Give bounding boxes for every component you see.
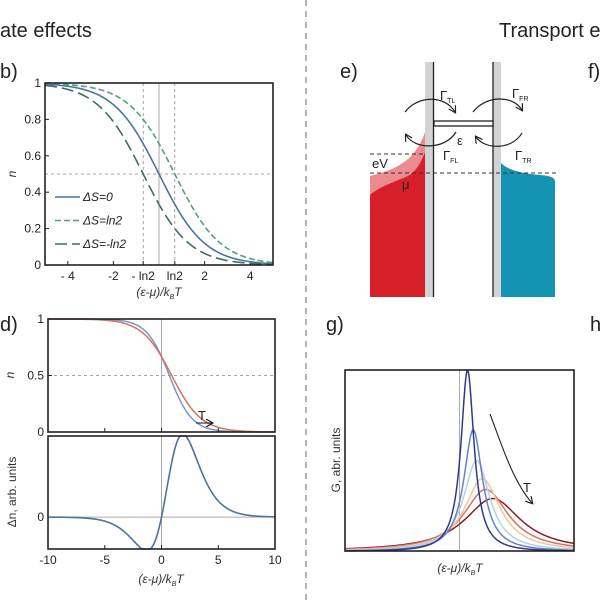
plot-frame [344, 369, 575, 552]
x-axis-label-main: (ε-μ)/k [437, 561, 471, 575]
y-tick-label: 1 [37, 312, 44, 326]
x-axis-label-sub: B [170, 294, 175, 301]
x-axis-label-end: T [176, 572, 185, 586]
x-tick-label: -2 [108, 269, 119, 283]
chart-d_top: 0 0.5 1 Tn [3, 312, 276, 439]
x-tick-label: ln2 [167, 269, 183, 283]
temperature-annotation: T [523, 480, 531, 495]
y-tick-label: 0.8 [24, 112, 41, 126]
right-lead [501, 163, 555, 297]
tunnel-junction-diagram: ΓTL ΓFR ΓFL ΓTR ε eV μ [370, 62, 556, 297]
panel-label-e: e) [340, 61, 358, 83]
x-tick-label: - 4 [61, 269, 75, 283]
x-axis-label: (ε-μ)/kBT [437, 561, 484, 577]
gamma-FL-label: Γ [443, 148, 450, 163]
series-line-T3 [344, 459, 575, 551]
series-line-1 [44, 82, 274, 264]
y-tick-label: 0 [37, 510, 44, 524]
gamma-TL-label: Γ [440, 88, 447, 103]
temperature-annotation: T [198, 408, 206, 423]
plot-frame [47, 318, 276, 433]
series-line-T5 [344, 488, 575, 550]
legend-label: ΔS=-ln2 [82, 237, 126, 251]
x-axis-label-main: (ε-μ)/k [138, 572, 172, 586]
x-tick-label: 2 [201, 269, 208, 283]
gamma-TR-label: Γ [515, 148, 522, 163]
plot-frame [47, 435, 276, 550]
arrow-gamma-FL-icon [406, 131, 457, 147]
x-tick-label: -10 [39, 553, 57, 567]
chart-b: - 4 -2 - ln2 ln2 2 4 0 0.2 0.4 0.6 0.8 1 ΔS=0 ΔS=ln2 Δ… [5, 76, 274, 301]
panel-label-b: b) [0, 61, 18, 83]
svg-text:ΓFL: ΓFL [443, 148, 458, 165]
gamma-TR-sub: TR [522, 158, 531, 165]
x-tick-label: -5 [99, 553, 110, 567]
left-lead-dark [370, 152, 425, 297]
x-axis-label-end: T [174, 285, 183, 299]
svg-text:ΓTL: ΓTL [440, 88, 455, 105]
gamma-FL-sub: FL [450, 158, 458, 165]
panel-label-f: f) [588, 61, 600, 83]
left-barrier [425, 62, 433, 297]
bias-label: eV [372, 156, 388, 171]
x-tick-label: 10 [268, 553, 282, 567]
panel-label-d: d) [0, 314, 18, 336]
svg-text:ΓFR: ΓFR [512, 86, 529, 103]
temperature-arrow-icon [489, 413, 532, 503]
arrow-gamma-TR-icon [476, 132, 523, 147]
series-line-0 [44, 83, 274, 265]
y-tick-label: 0 [37, 425, 44, 439]
svg-text:ΓTR: ΓTR [515, 148, 532, 165]
right-barrier [493, 62, 501, 297]
x-axis-label: (ε-μ)/kBT [138, 572, 185, 588]
epsilon-label: ε [457, 133, 463, 148]
y-tick-label: 0.6 [24, 149, 41, 163]
x-tick-label: 4 [247, 269, 254, 283]
plot-frame [44, 82, 274, 266]
x-axis-label-sub: B [172, 581, 177, 588]
y-tick-label: 1 [34, 76, 41, 90]
legend-label: ΔS=ln2 [82, 214, 122, 228]
y-tick-label: 0.2 [24, 222, 41, 236]
chart-d_bottom: -10 -5 0 5 10 0 (ε-μ)/kBT Δn, arb. units [5, 435, 282, 588]
x-axis-label-end: T [475, 561, 484, 575]
mu-label: μ [402, 177, 410, 192]
x-axis-label-main: (ε-μ)/k [136, 285, 170, 299]
gamma-TL-sub: TL [447, 98, 455, 105]
y-tick-label: 0.4 [24, 185, 41, 199]
panel-label-h: h [590, 314, 600, 336]
panel-label-g: g) [326, 314, 344, 336]
dot-level [433, 120, 494, 127]
legend-label: ΔS=0 [82, 190, 113, 204]
gamma-FR-label: Γ [512, 86, 519, 101]
x-axis-label: (ε-μ)/kBT [136, 285, 183, 301]
y-axis-label: G, abr. units [329, 428, 343, 493]
y-tick-label: 0.5 [27, 369, 44, 383]
y-axis-label: Δn, arb. units [5, 457, 19, 528]
x-tick-label: 5 [215, 553, 222, 567]
gamma-FR-sub: FR [519, 96, 528, 103]
y-tick-label: 0 [34, 258, 41, 272]
series-line-2 [44, 84, 274, 266]
y-axis-label: n [3, 371, 17, 378]
x-tick-label: 0 [158, 553, 165, 567]
charts: - 4 -2 - ln2 ln2 2 4 0 0.2 0.4 0.6 0.8 1 ΔS=0 ΔS=ln2 Δ… [3, 76, 575, 588]
arrow-gamma-FR-icon [472, 98, 522, 113]
series-line-T4 [344, 477, 575, 551]
arrow-gamma-TL-icon [404, 98, 455, 112]
series-line-0 [48, 435, 276, 550]
section-heading-right: Transport e [499, 20, 600, 42]
x-axis-label-sub: B [471, 570, 476, 577]
section-heading-left: ate effects [0, 20, 92, 42]
y-axis-label: n [5, 170, 19, 177]
x-tick-label: - ln2 [132, 269, 156, 283]
